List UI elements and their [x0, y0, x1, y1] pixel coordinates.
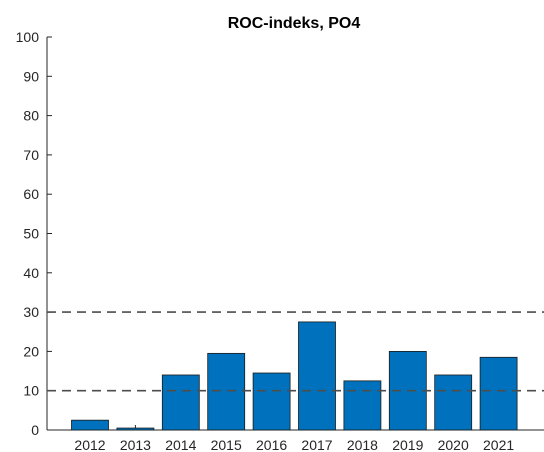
x-tick-label: 2021	[483, 437, 514, 452]
y-tick-label: 60	[23, 186, 39, 202]
x-tick-label: 2015	[211, 437, 242, 452]
bar-2017	[298, 321, 336, 431]
x-tick-label: 2016	[256, 437, 287, 452]
y-tick-label: 90	[23, 68, 39, 84]
y-tick-label: 30	[23, 304, 39, 320]
x-tick-label: 2017	[301, 437, 332, 452]
x-tick-label: 2020	[438, 437, 469, 452]
bar-2021	[479, 356, 518, 431]
bar-2013	[116, 427, 155, 431]
bar-2018	[343, 380, 382, 431]
y-tick-label: 100	[16, 29, 40, 45]
x-tick-label: 2018	[347, 437, 378, 452]
y-axis: 0 10 20 30 40 50 60 70 80 90 100	[16, 29, 52, 438]
y-tick-label: 80	[23, 108, 39, 124]
y-tick-label: 70	[23, 147, 39, 163]
bar-2012	[71, 419, 109, 431]
x-tick-label: 2013	[120, 437, 151, 452]
bar-2020	[434, 374, 473, 431]
y-tick-label: 40	[23, 265, 39, 281]
y-tick-label: 50	[23, 226, 39, 242]
y-tick-label: 20	[23, 343, 39, 359]
x-tick-label: 2012	[74, 437, 105, 452]
bar-series	[71, 321, 518, 431]
chart-title: ROC-indeks, PO4	[228, 15, 361, 32]
bar-2016	[252, 372, 291, 431]
x-tick-label: 2014	[165, 437, 196, 452]
y-tick-label: 0	[31, 422, 39, 438]
reference-lines	[47, 311, 544, 392]
x-tick-label: 2019	[392, 437, 423, 452]
y-tick-label: 10	[23, 383, 39, 399]
bar-2015	[207, 352, 246, 431]
bar-2014	[161, 374, 200, 431]
